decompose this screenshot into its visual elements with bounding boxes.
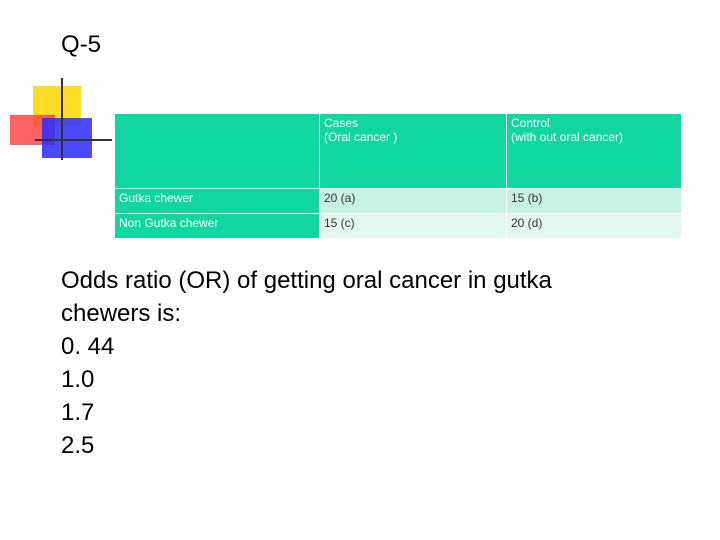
question: Odds ratio (OR) of getting oral cancer i… xyxy=(61,267,552,327)
slide-title: Q-5 xyxy=(61,31,102,58)
question-block: Odds ratio (OR) of getting oral cancer i… xyxy=(61,264,581,462)
option: 1.7 xyxy=(61,399,95,426)
table-cell: 20 (d) xyxy=(506,213,682,239)
table-header: Cases (Oral cancer ) xyxy=(319,113,507,189)
decoration xyxy=(10,78,112,160)
table-cell: 15 (c) xyxy=(319,213,507,239)
table-header xyxy=(114,113,320,189)
option: 0. 44 xyxy=(61,333,115,360)
table-cell: 20 (a) xyxy=(319,188,507,214)
table-cell: 15 (b) xyxy=(506,188,682,214)
option: 1.0 xyxy=(61,366,95,393)
table-cell: Non Gutka chewer xyxy=(114,213,320,239)
table-cell: Gutka chewer xyxy=(114,188,320,214)
data-table: Cases (Oral cancer ) Control (with out o… xyxy=(114,113,682,239)
table-header: Control (with out oral cancer) xyxy=(506,113,682,189)
option: 2.5 xyxy=(61,432,95,459)
